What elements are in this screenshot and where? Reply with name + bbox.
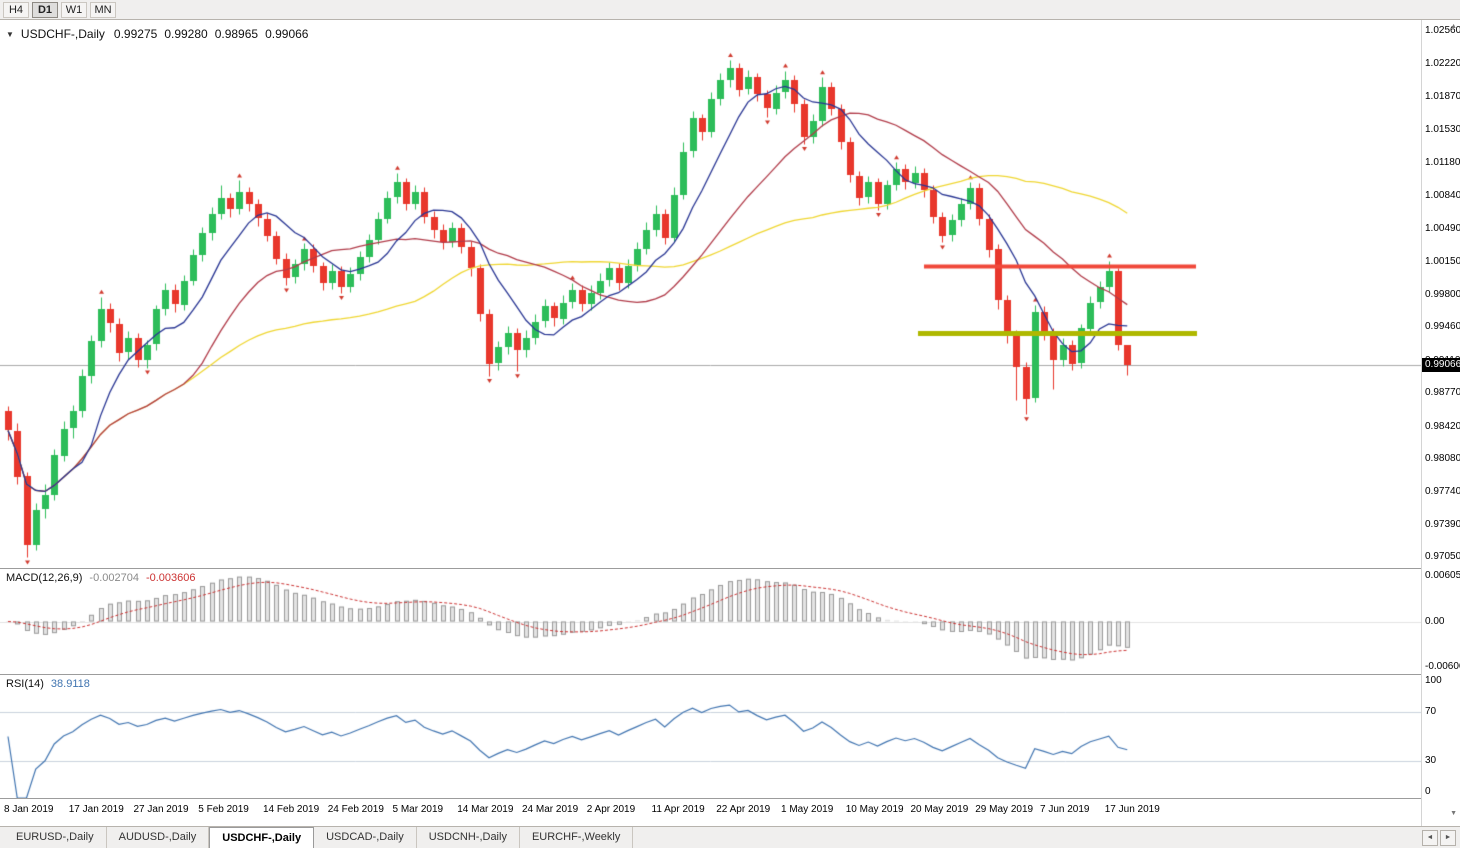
- price-axis-label: 1.02220: [1425, 57, 1460, 69]
- tab-eurusd-daily[interactable]: EURUSD-,Daily: [4, 827, 107, 848]
- price-axis-label: 1.01530: [1425, 123, 1460, 135]
- date-axis-label: 8 Jan 2019: [4, 804, 54, 815]
- chart-open-value: 0.99275: [113, 27, 158, 41]
- macd-main-value: -0.002704: [89, 572, 139, 584]
- chart-close-value: 0.99066: [265, 27, 309, 41]
- rsi-axis-labels: 100 70 30 0: [1422, 675, 1460, 798]
- date-axis-label: 10 May 2019: [845, 804, 904, 815]
- tab-eurchf-weekly[interactable]: EURCHF-,Weekly: [520, 827, 634, 848]
- date-axis-label: 17 Jan 2019: [68, 804, 124, 815]
- current-price-box: 0.99066: [1422, 358, 1460, 373]
- date-axis-label: 5 Mar 2019: [392, 804, 444, 815]
- macd-axis-labels: 0.0060580 0.00 -0.0060609: [1422, 569, 1460, 674]
- panel-separator[interactable]: [0, 674, 1460, 675]
- rsi-axis-label: 30: [1425, 755, 1437, 767]
- date-axis-label: 11 Apr 2019: [651, 804, 705, 815]
- price-axis-column: 1.02560 1.02220 1.01870 1.01530 1.01180 1.008…: [1421, 20, 1460, 826]
- price-axis-label: 1.00840: [1425, 189, 1460, 201]
- chart-title: ▼ USDCHF-,Daily 0.99275 0.99280 0.98965 …: [6, 27, 308, 41]
- tab-audusd-daily[interactable]: AUDUSD-,Daily: [107, 827, 210, 848]
- date-axis-label: 7 Jun 2019: [1040, 804, 1090, 815]
- price-chart-canvas[interactable]: [0, 20, 1421, 568]
- timeframe-toolbar: H4 D1 W1 MN: [0, 0, 1460, 20]
- tab-usdcnh-daily[interactable]: USDCNH-,Daily: [417, 827, 520, 848]
- price-axis-label: 0.98770: [1425, 387, 1460, 399]
- macd-indicator-label: MACD(12,26,9) -0.002704 -0.003606: [6, 572, 196, 584]
- date-axis-label: 14 Mar 2019: [457, 804, 514, 815]
- price-axis-label: 0.98420: [1425, 420, 1460, 432]
- rsi-axis-label: 0: [1425, 786, 1431, 797]
- chart-tabs-bar: EURUSD-,Daily AUDUSD-,Daily USDCHF-,Daily U…: [0, 826, 1460, 848]
- scroll-down-button[interactable]: ▼: [1450, 810, 1457, 817]
- date-axis-label: 17 Jun 2019: [1104, 804, 1160, 815]
- chart-symbol-label: USDCHF-,Daily: [20, 27, 105, 41]
- timeframe-button-w1[interactable]: W1: [61, 1, 87, 18]
- price-axis-label: 0.97390: [1425, 519, 1460, 531]
- date-axis-label: 1 May 2019: [781, 804, 834, 815]
- tab-scroll-left-button[interactable]: ◄: [1422, 830, 1438, 846]
- rsi-name: RSI(14): [6, 678, 44, 690]
- timeframe-button-h4[interactable]: H4: [3, 1, 29, 18]
- rsi-indicator-label: RSI(14) 38.9118: [6, 678, 90, 690]
- tab-usdchf-daily[interactable]: USDCHF-,Daily: [209, 827, 315, 848]
- date-axis-label: 29 May 2019: [975, 804, 1034, 815]
- tab-usdcad-daily[interactable]: USDCAD-,Daily: [314, 827, 417, 848]
- price-axis-label: 1.02560: [1425, 25, 1460, 37]
- macd-axis-label: -0.0060609: [1425, 661, 1460, 673]
- date-axis-label: 2 Apr 2019: [586, 804, 636, 815]
- timeframe-button-d1[interactable]: D1: [32, 1, 58, 18]
- timeframe-button-mn[interactable]: MN: [90, 1, 116, 18]
- price-axis-label: 0.97740: [1425, 485, 1460, 497]
- price-axis-label: 1.00150: [1425, 255, 1460, 267]
- panel-separator[interactable]: [0, 568, 1460, 569]
- date-axis-label: 22 Apr 2019: [716, 804, 771, 815]
- price-axis-label: 1.01870: [1425, 91, 1460, 103]
- date-axis-label: 5 Feb 2019: [198, 804, 249, 815]
- price-axis-labels: 1.02560 1.02220 1.01870 1.01530 1.01180 1.008…: [1422, 20, 1460, 568]
- price-axis-label: 0.99460: [1425, 321, 1460, 333]
- rsi-panel-canvas[interactable]: [0, 675, 1421, 798]
- price-axis-label: 0.99800: [1425, 288, 1460, 300]
- price-axis-label: 1.01180: [1425, 157, 1460, 169]
- date-axis-label: 14 Feb 2019: [263, 804, 320, 815]
- macd-name: MACD(12,26,9): [6, 572, 83, 584]
- date-axis-label: 24 Feb 2019: [327, 804, 384, 815]
- macd-axis-label: 0.0060580: [1425, 569, 1460, 581]
- date-axis: 8 Jan 2019 17 Jan 2019 27 Jan 2019 5 Feb 20…: [0, 799, 1421, 826]
- date-axis-label: 20 May 2019: [910, 804, 969, 815]
- chart-region: ▼ USDCHF-,Daily 0.99275 0.99280 0.98965 …: [0, 20, 1460, 826]
- chart-low-value: 0.98965: [214, 27, 259, 41]
- rsi-axis-label: 70: [1425, 705, 1437, 717]
- date-axis-label: 27 Jan 2019: [133, 804, 189, 815]
- price-axis-label: 1.00490: [1425, 223, 1460, 235]
- price-axis-label: 0.97050: [1425, 551, 1460, 563]
- rsi-value: 38.9118: [50, 678, 90, 690]
- tab-scroll-right-button[interactable]: ►: [1440, 830, 1456, 846]
- rsi-axis-label: 100: [1425, 675, 1442, 686]
- macd-panel-canvas[interactable]: [0, 569, 1421, 674]
- price-axis-label: 0.98080: [1425, 453, 1460, 465]
- date-axis-label: 24 Mar 2019: [522, 804, 579, 815]
- panel-separator: [0, 798, 1460, 799]
- scroll-up-button[interactable]: ▲: [1450, 23, 1457, 30]
- chart-high-value: 0.99280: [164, 27, 208, 41]
- macd-axis-label: 0.00: [1425, 615, 1445, 627]
- chart-collapse-icon[interactable]: ▼: [6, 29, 14, 39]
- macd-signal-value: -0.003606: [145, 572, 196, 584]
